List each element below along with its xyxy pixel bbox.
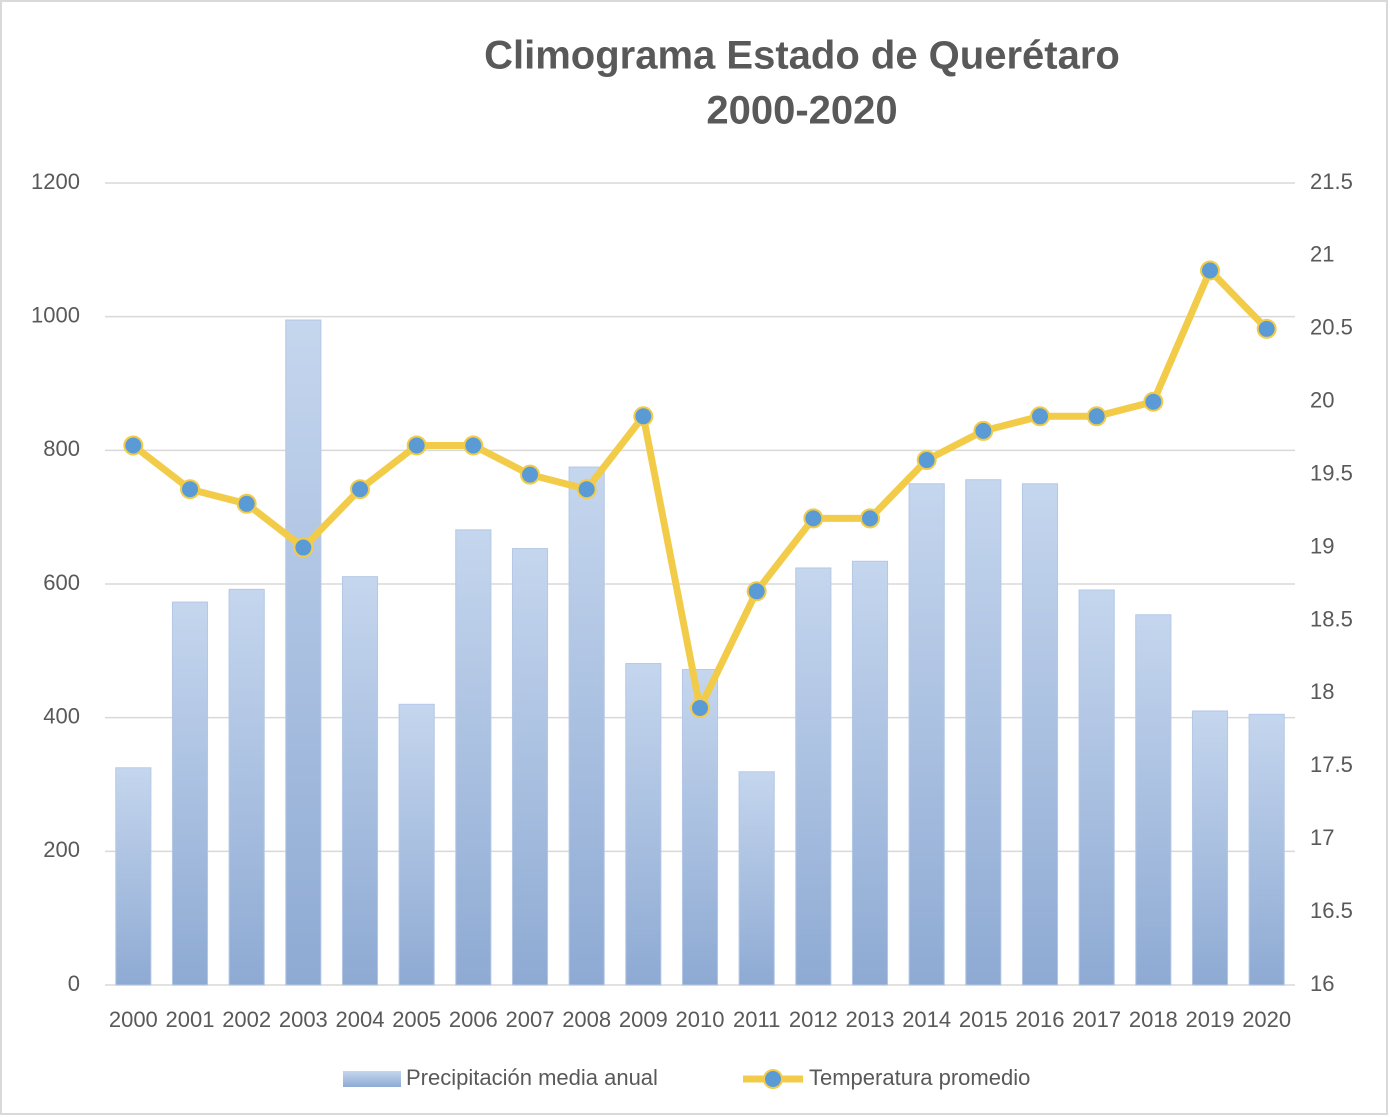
x-tick-label: 2004 [336, 1007, 385, 1032]
x-tick-label: 2006 [449, 1007, 498, 1032]
bar [851, 560, 889, 986]
legend-label: Precipitación media anual [406, 1065, 658, 1090]
x-tick-label: 2005 [392, 1007, 441, 1032]
y-tick-label: 200 [43, 837, 80, 862]
x-tick-label: 2013 [846, 1007, 895, 1032]
x-tick-label: 2002 [222, 1007, 271, 1032]
bar [568, 466, 605, 986]
bar [511, 548, 549, 986]
x-tick-label: 2020 [1242, 1007, 1291, 1032]
x-tick-label: 2008 [562, 1007, 611, 1032]
bar [681, 669, 719, 986]
marker [1086, 406, 1107, 427]
y2-tick-label: 20 [1310, 388, 1334, 413]
x-tick-label: 2003 [279, 1007, 328, 1032]
marker [916, 450, 937, 471]
bar [908, 483, 945, 986]
x-tick-label: 2019 [1186, 1007, 1235, 1032]
y2-tick-label: 16 [1310, 971, 1334, 996]
bar [341, 576, 379, 986]
chart-title: Climograma Estado de Querétaro [484, 34, 1120, 78]
marker [180, 479, 200, 500]
y2-tick-label: 16.5 [1310, 898, 1353, 923]
y2-tick-label: 17.5 [1310, 752, 1353, 777]
bar [1135, 614, 1172, 986]
x-tick-label: 2016 [1016, 1007, 1065, 1032]
x-tick-label: 2000 [109, 1007, 158, 1032]
y2-tick-label: 18 [1310, 679, 1334, 704]
marker [746, 581, 767, 602]
x-tick-label: 2018 [1129, 1007, 1178, 1032]
y2-tick-label: 21.5 [1310, 169, 1353, 194]
x-tick-label: 2011 [733, 1007, 780, 1032]
marker [123, 435, 144, 456]
marker [293, 537, 314, 558]
marker [690, 697, 710, 718]
bar [455, 529, 492, 986]
bar [171, 601, 209, 986]
y2-tick-label: 19 [1310, 533, 1334, 558]
marker [1030, 406, 1050, 427]
bar [285, 319, 322, 986]
marker [236, 493, 257, 514]
bar [228, 588, 265, 986]
y-tick-label: 0 [68, 971, 80, 996]
bar [965, 479, 1002, 986]
legend-marker [763, 1069, 783, 1089]
marker [1256, 318, 1277, 339]
y-tick-label: 1000 [31, 302, 80, 327]
x-tick-label: 2001 [166, 1007, 215, 1032]
marker [406, 435, 427, 456]
bar [1021, 483, 1059, 986]
bar [398, 703, 435, 986]
bar [1248, 713, 1285, 986]
bar [115, 767, 152, 986]
bar [625, 663, 662, 986]
y2-tick-label: 17 [1310, 825, 1334, 850]
marker [803, 508, 824, 529]
x-tick-label: 2014 [902, 1007, 951, 1032]
marker [520, 464, 540, 485]
x-tick-label: 2015 [959, 1007, 1008, 1032]
x-tick-label: 2012 [789, 1007, 838, 1032]
bar [1191, 710, 1229, 986]
y-tick-label: 400 [43, 703, 80, 728]
y2-tick-label: 20.5 [1310, 315, 1353, 340]
y2-tick-label: 19.5 [1310, 460, 1353, 485]
x-tick-label: 2007 [506, 1007, 555, 1032]
bar [738, 771, 775, 986]
legend-label: Temperatura promedio [809, 1065, 1030, 1090]
bar [795, 567, 832, 986]
bar [1078, 589, 1115, 986]
y-tick-label: 600 [43, 570, 80, 595]
y2-tick-label: 18.5 [1310, 606, 1353, 631]
marker [1143, 391, 1164, 412]
y-tick-label: 800 [43, 436, 80, 461]
marker [463, 435, 484, 456]
legend-swatch [343, 1071, 401, 1087]
marker [350, 479, 370, 500]
marker [633, 406, 654, 427]
x-tick-label: 2017 [1072, 1007, 1121, 1032]
y2-tick-label: 21 [1310, 242, 1334, 267]
marker [860, 508, 880, 529]
x-tick-label: 2009 [619, 1007, 668, 1032]
marker [1200, 260, 1220, 281]
marker [973, 420, 994, 441]
chart-title: 2000-2020 [706, 89, 897, 133]
x-tick-label: 2010 [676, 1007, 725, 1032]
marker [576, 479, 597, 500]
y-tick-label: 1200 [31, 169, 80, 194]
